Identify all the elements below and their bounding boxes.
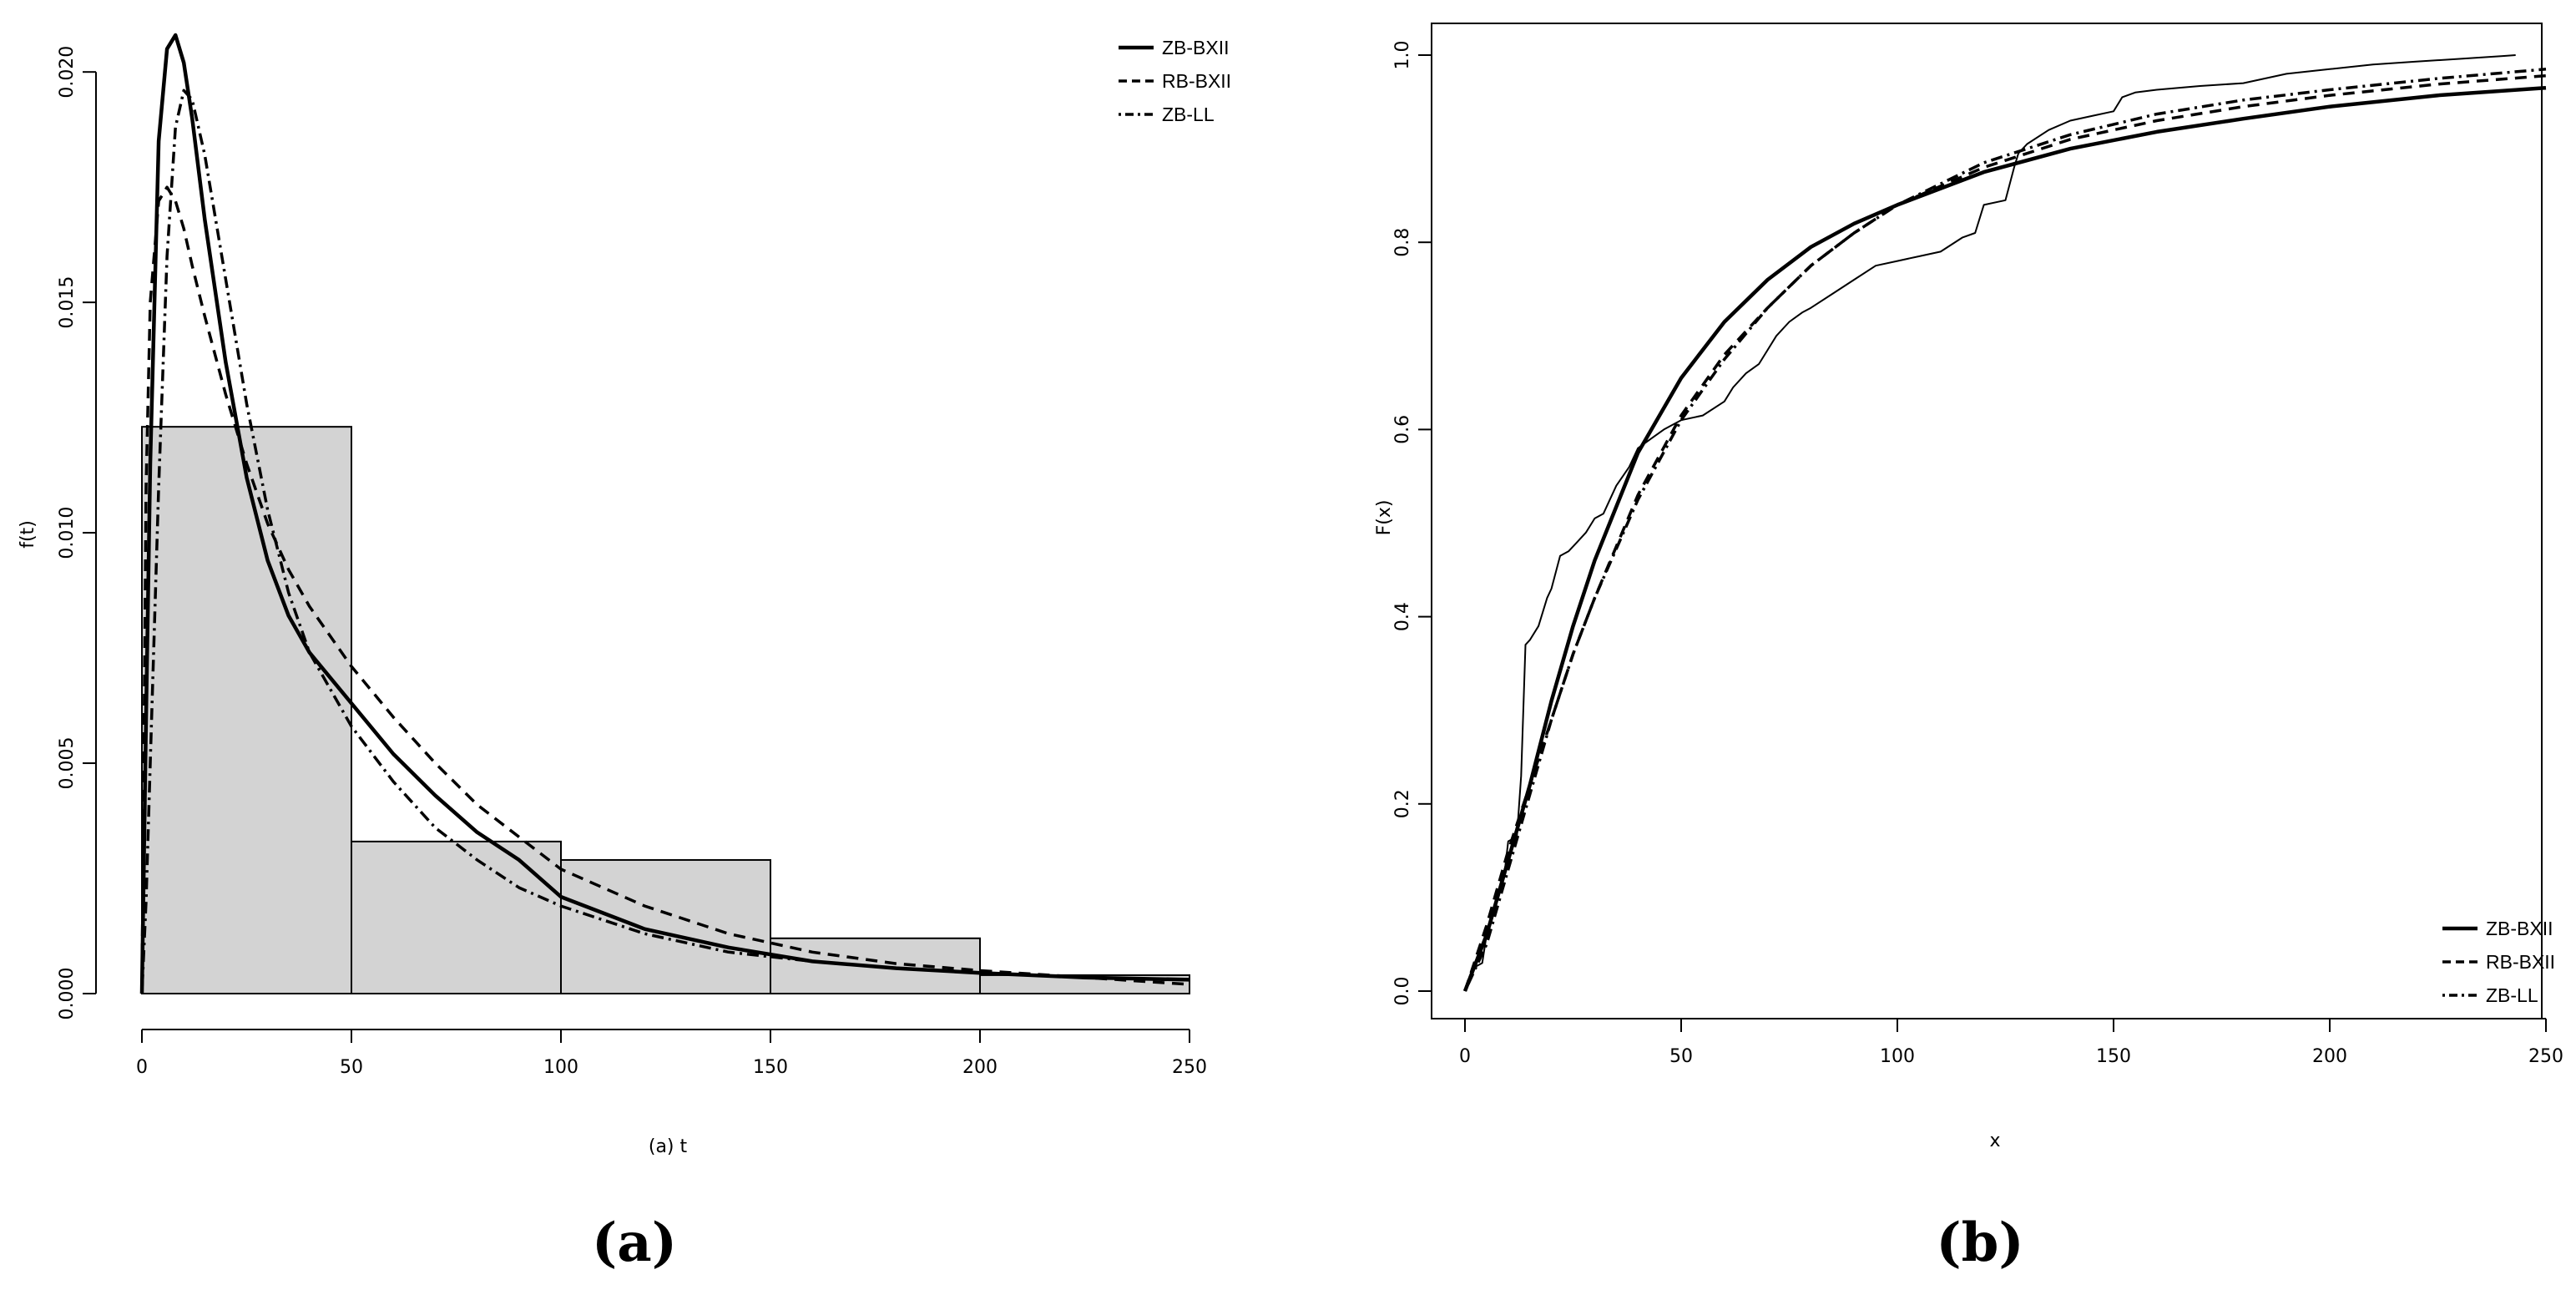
legend-a: ZB-BXII RB-BXII ZB-LL [1119, 37, 1231, 125]
density-chart: 0 50 100 150 200 250 0.000 0.005 0.010 0.015 0.020… [18, 33, 1231, 1157]
legend-label: RB-BXII [1162, 70, 1231, 92]
x-tick-label: 0 [1459, 1046, 1471, 1067]
axes-b: 0 50 100 150 200 250 0.0 0.2 0.4 0.6 0.8 1.0 [1392, 41, 2563, 1068]
x-axis-label-b: x [1989, 1131, 2000, 1151]
x-tick-label: 150 [2096, 1046, 2131, 1067]
series-zb-bxii-line [1462, 85, 2547, 992]
x-tick-label: 250 [1172, 1057, 1207, 1078]
y-tick-label: 0.0 [1392, 977, 1413, 1006]
x-tick-label: 50 [340, 1057, 363, 1078]
y-tick-label: 0.000 [57, 968, 78, 1020]
histogram-bar-2 [560, 858, 771, 995]
legend-label: ZB-LL [2486, 984, 2538, 1006]
legend-label: RB-BXII [2486, 951, 2555, 973]
panel-label-a: (a) [592, 1212, 677, 1274]
series-empirical-line [1464, 54, 2516, 992]
series-rb-bxii-line [1463, 73, 2547, 992]
cdf-chart: 0 50 100 150 200 250 0.0 0.2 0.4 0.6 0.8 1.0 x F(x)… [1374, 23, 2563, 1151]
x-tick-label: 200 [962, 1057, 998, 1078]
y-tick-label: 0.4 [1392, 602, 1413, 631]
y-tick-label: 0.010 [57, 507, 78, 559]
legend-label: ZB-LL [1162, 104, 1215, 125]
y-axis-label-a: f(t) [18, 520, 38, 549]
histogram-bars [141, 426, 1190, 995]
x-tick-label: 250 [2528, 1046, 2563, 1067]
y-tick-label: 0.020 [57, 46, 78, 99]
histogram-bar-1 [351, 840, 562, 994]
y-tick-label: 1.0 [1392, 41, 1413, 70]
cdf-curves [1462, 54, 2547, 992]
x-tick-label: 0 [136, 1057, 148, 1078]
x-tick-label: 50 [1669, 1046, 1693, 1067]
series-zb-ll-line [1463, 68, 2547, 992]
density-curves [139, 33, 1190, 994]
x-tick-label: 100 [1880, 1046, 1915, 1067]
y-tick-label: 0.2 [1392, 789, 1413, 818]
series-rb-bxii-line [140, 185, 1190, 994]
y-axis-label-b: F(x) [1374, 500, 1395, 536]
y-tick-label: 0.8 [1392, 228, 1413, 257]
y-tick-label: 0.015 [57, 276, 78, 329]
legend-label: ZB-BXII [2486, 918, 2553, 939]
panel-label-b: (b) [1936, 1212, 2023, 1274]
x-tick-label: 200 [2312, 1046, 2347, 1067]
series-zb-bxii-line [139, 33, 1190, 994]
x-axis-label-a: (a) t [649, 1136, 688, 1157]
x-tick-label: 150 [753, 1057, 788, 1078]
y-tick-label: 0.005 [57, 737, 78, 790]
x-tick-label: 100 [543, 1057, 578, 1078]
legend-b: ZB-BXII RB-BXII ZB-LL [2442, 918, 2555, 1006]
legend-label: ZB-BXII [1162, 37, 1230, 58]
histogram-bar-0 [141, 426, 352, 994]
y-tick-label: 0.6 [1392, 415, 1413, 444]
axes-a: 0 50 100 150 200 250 0.000 0.005 0.010 0.015 0.020 [57, 46, 1207, 1078]
